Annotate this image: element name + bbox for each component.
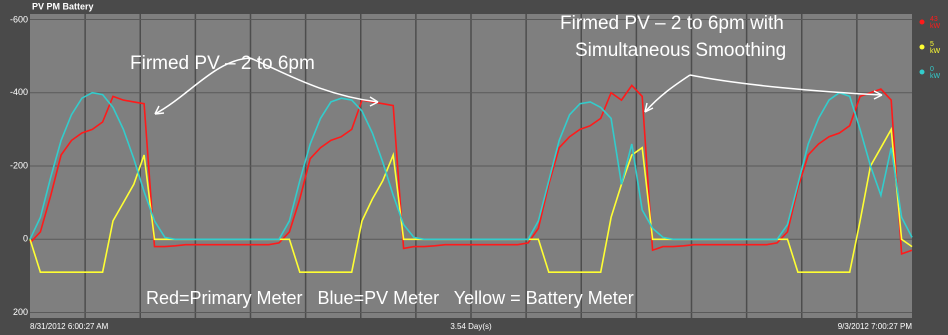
arrow [249,57,379,103]
legend-marker [919,19,925,25]
x-axis-label: 3.54 Day(s) [450,322,492,331]
series-line [29,91,913,241]
x-tick-label: 9/3/2012 7:00:27 PM [838,322,913,331]
chart-title: PV PM Battery [32,1,94,11]
annotation: Firmed PV – 2 to 6pm [130,53,315,74]
y-tick-label: 0 [23,234,28,244]
y-tick-label: -600 [10,14,28,24]
legend-label: 5 [930,41,934,48]
annotation: Firmed PV – 2 to 6pm with [560,13,784,34]
arrow [154,57,251,115]
legend-marker [919,69,925,75]
legend-label: kW [930,48,941,55]
arrow [689,74,883,96]
arrow-head [644,102,654,113]
legend-marker [919,44,925,50]
annotation: Simultaneous Smoothing [575,40,786,61]
y-tick-label: -200 [10,160,28,170]
arrow-head [873,90,883,100]
series [29,84,913,273]
legend-label: kW [930,23,941,30]
series-line [29,84,913,256]
arrow-head [369,96,379,107]
x-tick-label: 8/31/2012 6:00:27 AM [30,322,109,331]
legend-label: 43 [930,16,938,23]
arrow-head [154,105,165,115]
annotation: Red=Primary Meter Blue=PV Meter Yellow =… [146,288,634,308]
arrow [644,74,691,113]
legend-label: 0 [930,66,934,73]
y-tick-label: 200 [13,307,28,317]
legend-label: kW [930,73,941,80]
y-tick-label: -400 [10,87,28,97]
